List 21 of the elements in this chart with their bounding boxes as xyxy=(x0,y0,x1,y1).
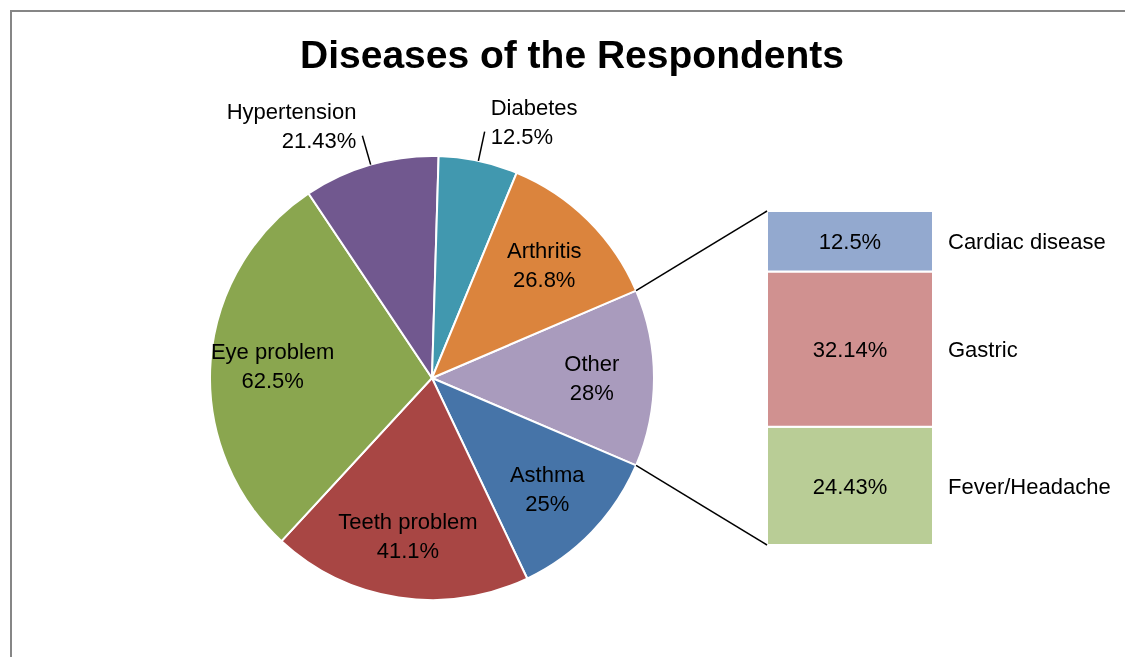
slice-label: Other xyxy=(564,351,620,377)
series-label: Fever/Headache xyxy=(948,473,1111,499)
series-label: Cardiac disease xyxy=(948,229,1106,255)
slice-label: Asthma xyxy=(509,462,586,488)
chart-title: Diseases of the Respondents xyxy=(299,32,845,78)
data-label: 28% xyxy=(569,380,614,406)
slice-label: Eye problem xyxy=(210,339,335,365)
data-label: 21.43% xyxy=(281,128,357,154)
data-label: 62.5% xyxy=(241,368,304,394)
data-label: 12.5% xyxy=(490,123,554,149)
slice-label: Teeth problem xyxy=(338,509,478,535)
data-label: 24.43% xyxy=(812,473,888,499)
data-label: 26.8% xyxy=(513,266,576,292)
data-label: 12.5% xyxy=(818,229,882,255)
slice-label: Hypertension xyxy=(226,99,357,125)
series-label: Gastric xyxy=(948,337,1018,363)
data-label: 32.14% xyxy=(812,337,888,363)
slice-label: Arthritis xyxy=(506,237,582,263)
slice-label: Diabetes xyxy=(490,94,578,120)
data-label: 41.1% xyxy=(376,538,440,564)
data-label: 25% xyxy=(525,491,570,517)
